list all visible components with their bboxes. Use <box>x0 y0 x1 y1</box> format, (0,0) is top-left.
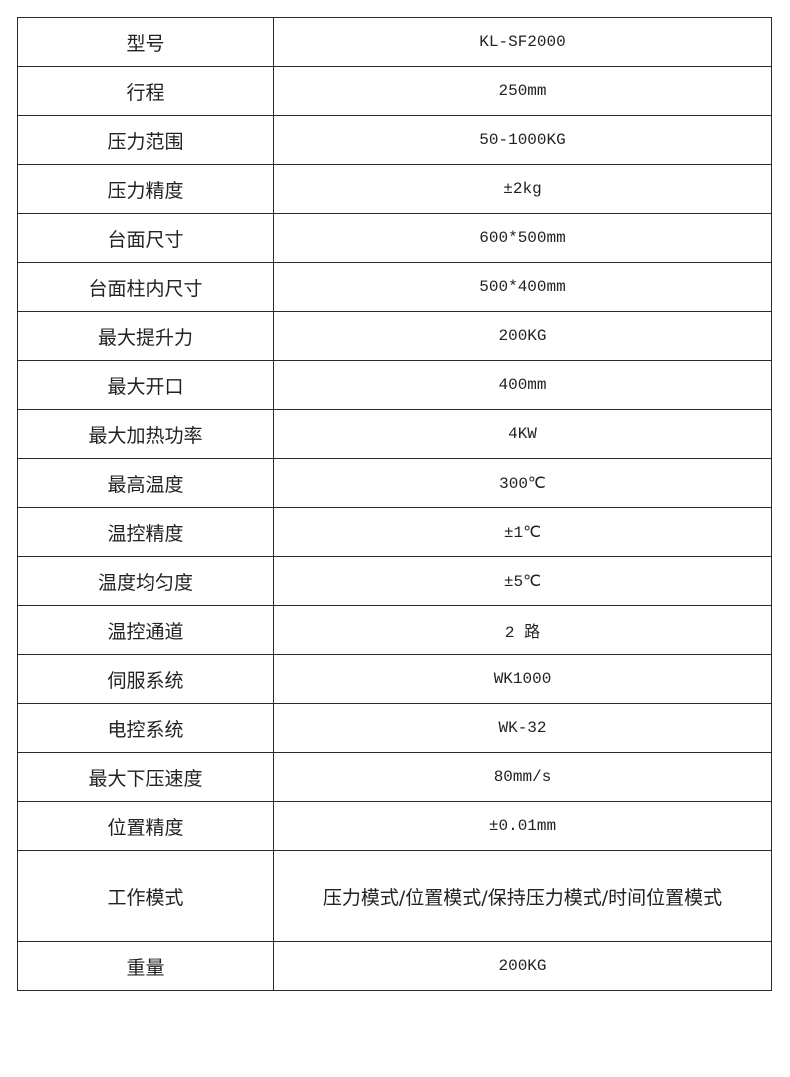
spec-label: 台面尺寸 <box>17 213 274 263</box>
spec-label: 最大下压速度 <box>17 752 274 802</box>
spec-value: WK-32 <box>273 703 772 753</box>
spec-value: KL-SF2000 <box>273 17 772 67</box>
spec-label: 位置精度 <box>17 801 274 851</box>
spec-label: 伺服系统 <box>17 654 274 704</box>
spec-label: 台面柱内尺寸 <box>17 262 274 312</box>
spec-table: 型号 KL-SF2000 行程 250mm 压力范围 50-1000KG 压力精度 ±2kg 台… <box>17 17 772 991</box>
table-row: 最大开口 400mm <box>17 360 772 410</box>
table-row: 温控通道 2 路 <box>17 605 772 655</box>
table-row: 台面尺寸 600*500mm <box>17 213 772 263</box>
spec-value: 250mm <box>273 66 772 116</box>
table-row: 位置精度 ±0.01mm <box>17 801 772 851</box>
spec-label: 最大加热功率 <box>17 409 274 459</box>
spec-value: 500*400mm <box>273 262 772 312</box>
spec-value: 80mm/s <box>273 752 772 802</box>
spec-label: 温度均匀度 <box>17 556 274 606</box>
spec-label: 行程 <box>17 66 274 116</box>
table-row: 工作模式 压力模式/位置模式/保持压力模式/时间位置模式 <box>17 850 772 942</box>
spec-value: 300℃ <box>273 458 772 508</box>
table-row: 台面柱内尺寸 500*400mm <box>17 262 772 312</box>
spec-label: 温控通道 <box>17 605 274 655</box>
spec-value: 2 路 <box>273 605 772 655</box>
spec-value: WK1000 <box>273 654 772 704</box>
spec-label: 重量 <box>17 941 274 991</box>
spec-label: 电控系统 <box>17 703 274 753</box>
table-row: 最大下压速度 80mm/s <box>17 752 772 802</box>
spec-label: 压力精度 <box>17 164 274 214</box>
spec-label: 型号 <box>17 17 274 67</box>
table-row: 伺服系统 WK1000 <box>17 654 772 704</box>
table-row: 压力精度 ±2kg <box>17 164 772 214</box>
spec-value: 4KW <box>273 409 772 459</box>
table-row: 电控系统 WK-32 <box>17 703 772 753</box>
spec-label: 温控精度 <box>17 507 274 557</box>
table-row: 最大加热功率 4KW <box>17 409 772 459</box>
spec-label: 最高温度 <box>17 458 274 508</box>
table-row: 重量 200KG <box>17 941 772 991</box>
table-row: 型号 KL-SF2000 <box>17 17 772 67</box>
spec-value: 200KG <box>273 941 772 991</box>
spec-value: 600*500mm <box>273 213 772 263</box>
spec-label: 工作模式 <box>17 850 274 942</box>
spec-value: ±5℃ <box>273 556 772 606</box>
spec-value: ±0.01mm <box>273 801 772 851</box>
table-row: 温控精度 ±1℃ <box>17 507 772 557</box>
table-row: 行程 250mm <box>17 66 772 116</box>
spec-label: 压力范围 <box>17 115 274 165</box>
spec-value: 400mm <box>273 360 772 410</box>
spec-label: 最大开口 <box>17 360 274 410</box>
spec-value: ±1℃ <box>273 507 772 557</box>
spec-label: 最大提升力 <box>17 311 274 361</box>
spec-value: 压力模式/位置模式/保持压力模式/时间位置模式 <box>273 850 772 942</box>
spec-value: ±2kg <box>273 164 772 214</box>
spec-value: 200KG <box>273 311 772 361</box>
table-row: 温度均匀度 ±5℃ <box>17 556 772 606</box>
table-row: 最高温度 300℃ <box>17 458 772 508</box>
table-row: 最大提升力 200KG <box>17 311 772 361</box>
table-row: 压力范围 50-1000KG <box>17 115 772 165</box>
spec-value: 50-1000KG <box>273 115 772 165</box>
